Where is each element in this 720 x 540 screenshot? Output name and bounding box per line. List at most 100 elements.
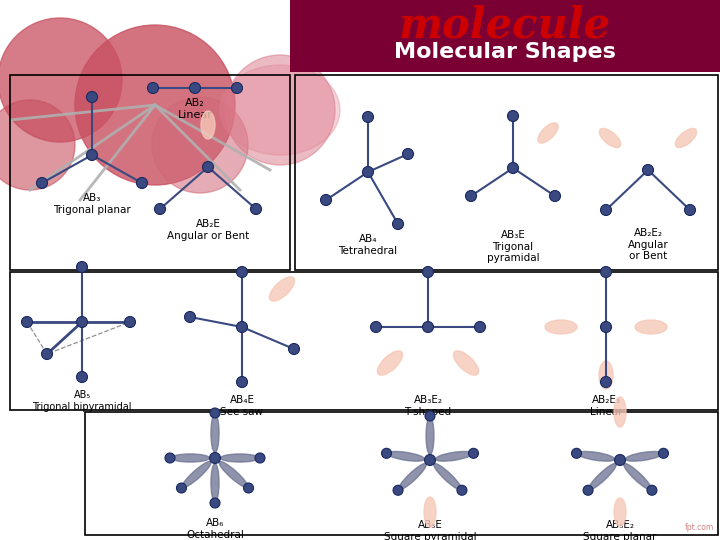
Circle shape (75, 25, 235, 185)
Circle shape (125, 316, 135, 327)
Text: AB₄E
See saw: AB₄E See saw (220, 395, 264, 416)
Ellipse shape (614, 498, 626, 526)
Circle shape (457, 485, 467, 495)
Circle shape (583, 485, 593, 495)
Bar (290, 0, 720, 72)
Ellipse shape (220, 454, 259, 462)
Text: AB₅E
Square pyramidal: AB₅E Square pyramidal (384, 520, 477, 540)
Circle shape (425, 411, 435, 421)
Circle shape (474, 321, 485, 333)
Text: AB₂
Linear: AB₂ Linear (178, 98, 212, 119)
Circle shape (572, 448, 582, 458)
Circle shape (86, 150, 97, 160)
Circle shape (0, 18, 122, 142)
Ellipse shape (624, 463, 652, 490)
Circle shape (393, 485, 403, 495)
Circle shape (155, 204, 166, 214)
Ellipse shape (171, 454, 210, 462)
Ellipse shape (599, 129, 621, 147)
Circle shape (685, 205, 696, 215)
Circle shape (202, 161, 214, 172)
Circle shape (659, 448, 668, 458)
Text: AB₆
Octahedral: AB₆ Octahedral (186, 518, 244, 539)
Ellipse shape (424, 497, 436, 527)
Circle shape (600, 205, 611, 215)
Circle shape (76, 261, 88, 273)
Ellipse shape (675, 129, 697, 147)
Ellipse shape (614, 397, 626, 427)
Circle shape (423, 267, 433, 278)
Ellipse shape (626, 451, 662, 461)
Circle shape (466, 191, 477, 201)
Circle shape (469, 448, 479, 458)
Circle shape (362, 111, 374, 123)
Circle shape (255, 453, 265, 463)
Circle shape (42, 348, 53, 360)
Circle shape (165, 453, 175, 463)
Circle shape (600, 267, 611, 278)
Circle shape (642, 165, 654, 176)
Text: AB₅E₂
Square planar: AB₅E₂ Square planar (583, 520, 657, 540)
Circle shape (152, 97, 248, 193)
Text: molecule: molecule (399, 5, 611, 47)
Circle shape (425, 455, 436, 465)
Ellipse shape (545, 320, 577, 334)
Ellipse shape (645, 30, 655, 54)
Circle shape (176, 483, 186, 493)
Circle shape (210, 408, 220, 418)
Bar (295, 75, 718, 270)
Circle shape (320, 194, 331, 206)
Ellipse shape (426, 417, 434, 455)
Circle shape (600, 376, 611, 388)
Ellipse shape (588, 463, 616, 490)
Ellipse shape (599, 361, 613, 389)
Circle shape (392, 219, 403, 230)
Ellipse shape (538, 123, 558, 143)
Circle shape (289, 343, 300, 354)
Bar (10, 272, 718, 410)
Ellipse shape (201, 111, 215, 139)
Circle shape (76, 372, 88, 382)
Circle shape (382, 448, 392, 458)
Ellipse shape (577, 451, 615, 461)
Text: AB₃E
Trigonal
pyramidal: AB₃E Trigonal pyramidal (487, 230, 539, 263)
Text: AB₃
Trigonal planar: AB₃ Trigonal planar (53, 193, 131, 214)
Circle shape (0, 100, 75, 190)
Circle shape (549, 191, 560, 201)
Circle shape (236, 321, 248, 333)
Ellipse shape (211, 464, 219, 502)
Circle shape (148, 83, 158, 93)
Ellipse shape (387, 451, 425, 461)
Circle shape (243, 483, 253, 493)
Circle shape (232, 83, 243, 93)
Circle shape (76, 316, 88, 327)
Circle shape (189, 83, 200, 93)
Circle shape (86, 91, 97, 103)
Text: AB₂E₂
Angular
or Bent: AB₂E₂ Angular or Bent (628, 228, 668, 261)
Circle shape (402, 148, 413, 159)
Ellipse shape (269, 277, 294, 301)
Circle shape (371, 321, 382, 333)
Ellipse shape (219, 461, 248, 488)
Ellipse shape (377, 351, 402, 375)
Circle shape (137, 178, 148, 188)
Circle shape (362, 166, 374, 178)
Circle shape (614, 455, 626, 465)
Circle shape (184, 312, 196, 322)
Circle shape (236, 267, 248, 278)
Ellipse shape (454, 351, 479, 375)
Text: Molecular Shapes: Molecular Shapes (394, 42, 616, 62)
Ellipse shape (433, 463, 462, 490)
Text: AB₄
Tetrahedral: AB₄ Tetrahedral (338, 234, 397, 255)
Circle shape (423, 321, 433, 333)
Circle shape (236, 376, 248, 388)
Circle shape (37, 178, 48, 188)
Ellipse shape (211, 414, 219, 453)
Ellipse shape (635, 320, 667, 334)
Text: fpt.com: fpt.com (685, 523, 714, 532)
Ellipse shape (436, 451, 472, 461)
Text: AB₂E₃
Linear: AB₂E₃ Linear (590, 395, 622, 416)
Text: AB₅
Trigonal bipyramidal: AB₅ Trigonal bipyramidal (32, 390, 132, 411)
Text: AB₃E₂
T-shaped: AB₃E₂ T-shaped (405, 395, 451, 416)
Circle shape (508, 111, 518, 122)
